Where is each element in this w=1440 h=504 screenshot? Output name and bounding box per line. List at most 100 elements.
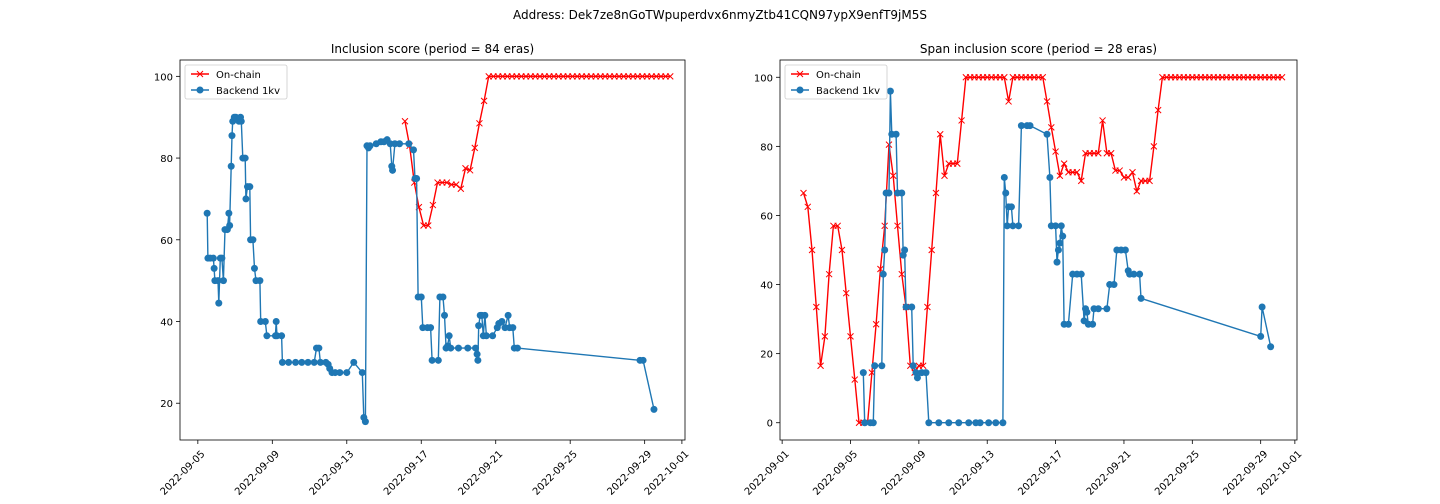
data-point-backend-1kv [316, 358, 324, 366]
data-point-backend-1kv [413, 174, 421, 182]
data-point-backend-1kv [237, 117, 245, 125]
data-point-on-chain [1094, 149, 1102, 157]
series-line-backend-1kv [206, 114, 655, 422]
data-point-backend-1kv [965, 419, 973, 427]
legend-label-on-chain: On-chain [816, 70, 861, 81]
y-tick-label: 100 [154, 72, 173, 83]
data-point-backend-1kv [639, 356, 647, 364]
data-point-backend-1kv [861, 419, 869, 427]
data-point-backend-1kv [935, 419, 943, 427]
data-point-backend-1kv [955, 419, 963, 427]
x-tick-label: 2022-09-05 [159, 449, 208, 498]
y-tick-label: 100 [754, 73, 773, 84]
y-tick-label: 40 [760, 281, 773, 292]
data-point-on-chain [894, 222, 901, 230]
data-point-backend-1kv [219, 277, 227, 285]
data-point-on-chain [800, 189, 807, 197]
data-point-backend-1kv [228, 132, 236, 140]
data-point-backend-1kv [285, 358, 293, 366]
figure-suptitle: Address: Dek7ze8nGoTWpuperdvx6nmyZtb41CQ… [513, 8, 927, 22]
data-point-on-chain [1116, 167, 1124, 174]
x-tick-label: 2022-09-25 [1153, 449, 1202, 498]
data-point-backend-1kv [428, 356, 436, 364]
data-point-backend-1kv [215, 299, 223, 307]
data-point-on-chain [1073, 168, 1081, 176]
x-tick-label: 2022-09-21 [456, 449, 505, 498]
data-point-on-chain [808, 246, 816, 254]
x-tick-label: 2022-09-01 [743, 449, 792, 498]
x-tick-label: 2022-09-09 [233, 449, 282, 498]
axes-frame [179, 59, 686, 441]
data-point-backend-1kv [878, 362, 886, 370]
data-point-on-chain [821, 333, 829, 340]
data-point-backend-1kv [366, 142, 374, 150]
data-point-on-chain [817, 362, 824, 370]
data-point-backend-1kv [396, 140, 404, 148]
data-point-backend-1kv [922, 369, 930, 377]
data-point-backend-1kv [859, 369, 867, 377]
data-point-backend-1kv [241, 154, 249, 162]
data-point-backend-1kv [1089, 320, 1097, 328]
x-tick-label: 2022-09-21 [1085, 449, 1134, 498]
data-point-on-chain [1146, 177, 1153, 185]
data-point-on-chain [666, 72, 674, 80]
data-point-on-chain [936, 130, 944, 138]
data-point-on-chain [825, 270, 833, 278]
data-point-on-chain [847, 333, 854, 340]
data-point-backend-1kv [434, 356, 442, 364]
data-point-backend-1kv [892, 130, 900, 138]
data-point-on-chain [885, 141, 893, 148]
legend-item-backend-1kv: Backend 1kv [191, 86, 280, 97]
data-point-backend-1kv [992, 419, 1000, 427]
data-point-backend-1kv [985, 419, 993, 427]
data-point-backend-1kv [913, 374, 921, 382]
data-point-backend-1kv [481, 311, 489, 319]
data-point-backend-1kv [474, 356, 482, 364]
data-point-backend-1kv [336, 369, 344, 377]
data-point-backend-1kv [445, 332, 453, 340]
legend-item-on-chain: On-chain [791, 70, 861, 81]
data-point-backend-1kv [1015, 222, 1023, 230]
data-point-on-chain [812, 303, 820, 311]
data-point-backend-1kv [1130, 270, 1138, 278]
data-point-on-chain [1056, 172, 1064, 180]
data-point-backend-1kv [210, 264, 218, 272]
data-point-on-chain [958, 117, 965, 124]
data-point-on-chain [1154, 106, 1162, 114]
data-point-on-chain [1047, 124, 1055, 131]
data-point-on-chain [838, 246, 846, 254]
data-point-backend-1kv [417, 293, 425, 301]
data-point-on-chain [462, 164, 469, 172]
data-point-backend-1kv [1121, 246, 1129, 254]
legend-label-backend-1kv: Backend 1kv [816, 86, 880, 97]
data-point-backend-1kv [999, 419, 1007, 427]
data-point-on-chain [1060, 160, 1068, 167]
data-point-backend-1kv [249, 236, 257, 244]
y-tick-label: 20 [160, 399, 173, 410]
data-point-backend-1kv [1257, 332, 1265, 340]
axes-frame [779, 59, 1298, 441]
data-point-on-chain [842, 289, 850, 297]
data-point-backend-1kv [1057, 222, 1065, 230]
x-tick-label: 2022-09-05 [811, 449, 860, 498]
data-point-backend-1kv [1267, 343, 1275, 351]
y-tick-label: 0 [767, 419, 773, 430]
data-point-on-chain [924, 303, 931, 311]
data-point-on-chain [928, 246, 936, 254]
data-point-backend-1kv [482, 332, 490, 340]
data-point-backend-1kv [1056, 239, 1064, 247]
data-point-on-chain [889, 172, 897, 180]
data-point-backend-1kv [203, 209, 211, 217]
data-point-on-chain [1000, 73, 1008, 81]
data-point-backend-1kv [1137, 294, 1145, 302]
data-point-backend-1kv [504, 311, 512, 319]
data-point-backend-1kv [427, 324, 435, 332]
y-tick-label: 40 [160, 318, 173, 329]
data-point-backend-1kv [361, 418, 369, 426]
data-point-on-chain [480, 97, 488, 105]
data-point-backend-1kv [441, 311, 449, 319]
data-point-on-chain [1107, 149, 1115, 157]
data-point-backend-1kv [976, 419, 984, 427]
data-point-backend-1kv [902, 303, 910, 311]
